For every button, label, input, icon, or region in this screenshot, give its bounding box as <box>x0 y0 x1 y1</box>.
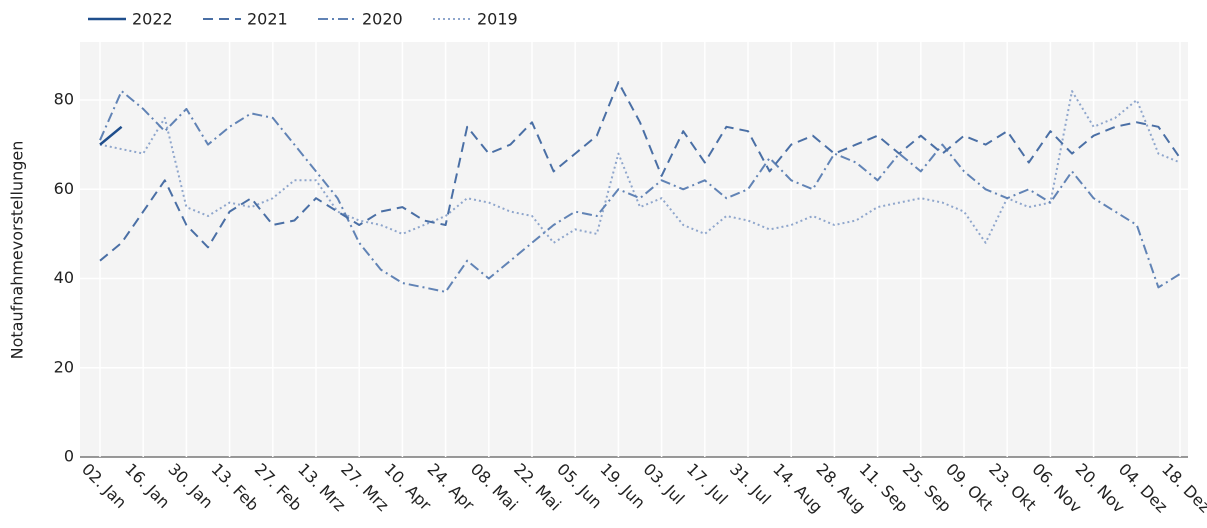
y-tick-label: 80 <box>54 90 74 109</box>
y-tick-label: 20 <box>54 357 74 376</box>
y-tick-label: 40 <box>54 268 74 287</box>
series-line <box>99 81 1181 262</box>
x-tick-label: 16. Jan <box>121 460 173 512</box>
x-tick-label: 24. Apr <box>424 460 479 515</box>
legend-label: 2022 <box>132 10 173 29</box>
plot-area <box>80 42 1188 457</box>
x-tick-label: 08. Mai <box>467 460 522 515</box>
x-tick-label: 27. Feb <box>251 460 306 515</box>
y-tick-label: 60 <box>54 179 74 198</box>
legend-label: 2019 <box>477 10 518 29</box>
legend-label: 2020 <box>362 10 403 29</box>
x-tick-label: 19. Jun <box>596 460 649 513</box>
lines <box>99 81 1181 293</box>
legend-label: 2021 <box>247 10 288 29</box>
x-tick-label: 13. Feb <box>208 460 263 515</box>
x-tick-label: 22. Mai <box>510 460 565 515</box>
series-line <box>99 125 123 146</box>
x-tick-label: 31. Jul <box>726 460 775 509</box>
y-axis-title: Notaufnahmevorstellungen <box>8 141 27 360</box>
x-tick-label: 02. Jan <box>78 460 130 512</box>
x-tick-label: 30. Jan <box>164 460 216 512</box>
y-tick-label: 0 <box>64 447 74 466</box>
x-tick-label: 23. Okt <box>985 460 1040 515</box>
x-tick-label: 17. Jul <box>683 460 732 509</box>
series-line <box>99 90 1181 244</box>
grid <box>80 42 1188 458</box>
x-tick-label: 10. Apr <box>380 460 435 515</box>
